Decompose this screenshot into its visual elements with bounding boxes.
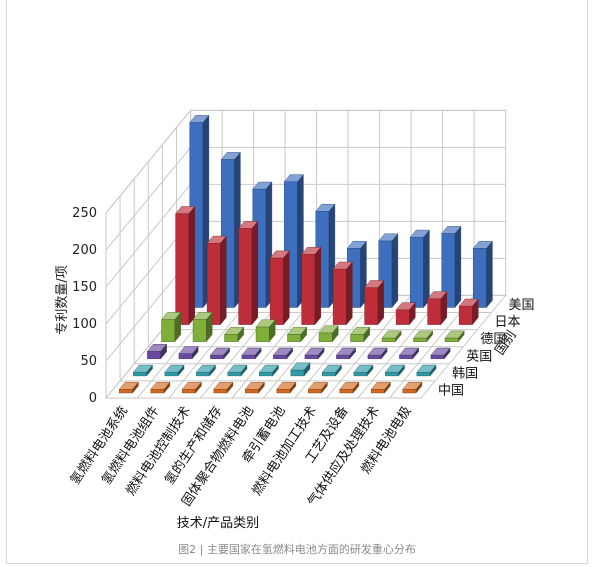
bar [409, 229, 430, 309]
y-axis-title: 专利数量/项 [55, 265, 70, 334]
bar [258, 364, 279, 377]
bar [181, 381, 202, 394]
bar [276, 381, 297, 394]
bar [150, 381, 171, 394]
bar [458, 298, 479, 326]
bar [241, 347, 262, 360]
bar [192, 311, 213, 343]
bar [178, 345, 199, 360]
depth-tick-label: 英国 [466, 349, 492, 364]
bar [269, 250, 290, 326]
bar [444, 330, 465, 343]
value-gridline [105, 109, 506, 214]
bar [244, 381, 265, 394]
bar [290, 362, 311, 377]
bar [332, 261, 353, 326]
bar [384, 364, 405, 377]
bar [227, 364, 248, 377]
bar [402, 381, 423, 394]
depth-tick-label: 美国 [509, 298, 535, 313]
bar [164, 364, 185, 377]
bar [307, 381, 328, 394]
bar [301, 246, 322, 326]
depth-tick-label: 日本 [494, 315, 520, 330]
bar [339, 381, 360, 394]
bar [272, 347, 294, 360]
depth-tick-label: 德国 [480, 332, 506, 347]
bar [224, 326, 245, 343]
bar [441, 225, 462, 309]
bar [381, 330, 402, 343]
bar [398, 347, 420, 360]
bar [304, 347, 325, 360]
y-tick-label: 100 [72, 317, 97, 332]
bar [146, 343, 168, 360]
bar [364, 279, 385, 326]
bar [335, 347, 357, 360]
bar [195, 364, 216, 377]
figure-caption: 图2 | 主要国家在氢燃料电池方面的研发重心分布 [178, 543, 416, 556]
bar [318, 325, 339, 343]
bar [238, 220, 259, 326]
bar [175, 205, 196, 326]
bar [395, 302, 416, 326]
y-tick-label: 0 [89, 391, 97, 406]
depth-tick-label: 韩国 [452, 366, 478, 381]
y-tick-label: 250 [72, 206, 97, 221]
bar [472, 240, 493, 309]
bar [367, 347, 388, 360]
y-tick-label: 50 [80, 354, 97, 369]
y-tick-label: 200 [72, 243, 97, 258]
bar [161, 311, 182, 343]
bar [350, 326, 371, 343]
depth-tick-label: 中国 [438, 383, 464, 398]
bar [353, 364, 374, 377]
bar [255, 319, 276, 343]
bar [413, 330, 434, 343]
bar [416, 364, 437, 377]
y-tick-label: 150 [72, 280, 97, 295]
bar [321, 364, 342, 377]
bar [213, 381, 234, 394]
bar [370, 381, 391, 394]
bar [209, 347, 231, 360]
bar [287, 326, 308, 343]
bar [132, 364, 153, 377]
bar [427, 291, 448, 326]
bar [118, 381, 139, 394]
x-axis-title: 技术/产品类别 [177, 516, 259, 531]
bar [206, 235, 227, 326]
bar [430, 347, 451, 360]
bar-chart-3d: 050100150200250专利数量/项中国韩国英国德国日本美国国别氢燃料电池… [55, 109, 535, 531]
